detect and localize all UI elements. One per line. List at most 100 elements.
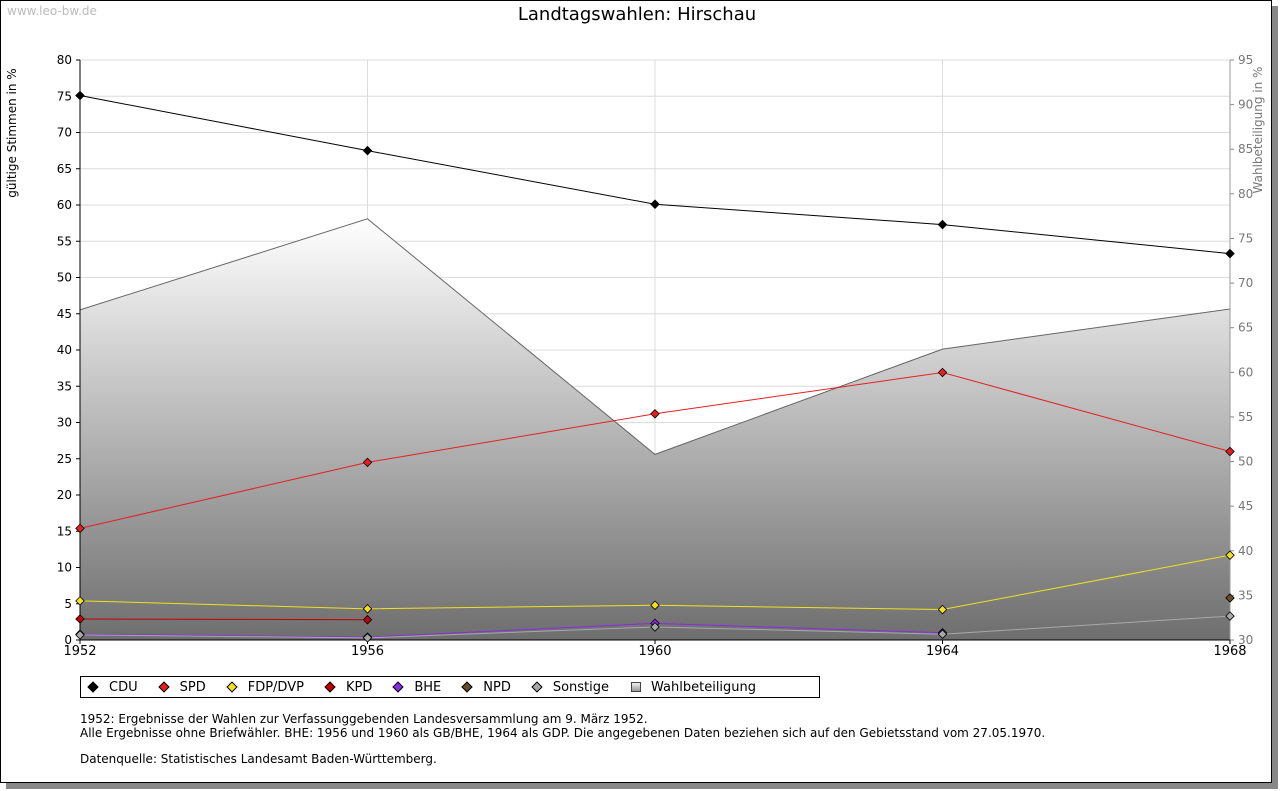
legend-swatch: [324, 681, 336, 693]
y-axis-label: gültige Stimmen in %: [5, 68, 19, 197]
y2-tick-label: 45: [1238, 499, 1253, 513]
legend-label: NPD: [483, 679, 511, 695]
legend-label: KPD: [345, 679, 373, 695]
y2-tick-label: 85: [1238, 142, 1253, 156]
legend-item-spd: SPD: [157, 679, 206, 695]
y-tick-label: 45: [57, 307, 72, 321]
y-tick-label: 30: [57, 416, 72, 430]
y-tick-label: 15: [57, 524, 72, 538]
y2-tick-label: 80: [1238, 187, 1253, 201]
data-point-cdu: [362, 145, 373, 156]
data-point-kpd: [75, 614, 85, 624]
data-point-cdu: [650, 199, 660, 210]
y-tick-label: 55: [57, 234, 72, 248]
tick-labels: 0 5 10 15 20 25 30 35 40 45 50 55 60 65 70 75 80 1952 1956…: [57, 53, 1254, 659]
y2-tick-label: 55: [1238, 410, 1253, 424]
data-point-sonstige: [650, 622, 660, 632]
data-point-npd: [1225, 593, 1235, 603]
data-point-cdu: [75, 90, 85, 101]
footnote-1: 1952: Ergebnisse der Wahlen zur Verfassu…: [80, 712, 648, 726]
data-point-cdu: [1225, 248, 1235, 259]
y2-tick-label: 35: [1238, 588, 1253, 602]
legend-item-cdu: CDU: [87, 679, 138, 695]
series-lines: [75, 90, 1235, 643]
footnote-2: Alle Ergebnisse ohne Briefwähler. BHE: 1…: [80, 726, 1046, 740]
axes: [76, 59, 1234, 644]
y-tick-label: 25: [57, 452, 72, 466]
y-tick-label: 50: [57, 271, 72, 285]
legend-label: FDP/DVP: [247, 679, 304, 695]
frame-shadow-right: [1272, 6, 1278, 789]
data-point-sonstige: [937, 629, 948, 639]
legend-label: BHE: [414, 679, 442, 695]
y-tick-label: 75: [57, 89, 72, 103]
y2-tick-label: 65: [1238, 321, 1253, 335]
x-tick-label: 1952: [63, 644, 96, 659]
legend-label: Sonstige: [552, 679, 610, 695]
y-tick-label: 60: [57, 198, 72, 212]
chart-svg: Landtagswahlen: Hirschau gültige Stimmen…: [5, 4, 1265, 659]
legend-label: SPD: [179, 679, 206, 695]
y2-tick-label: 30: [1238, 633, 1253, 647]
data-point-fdp-dvp: [937, 604, 948, 615]
y2-tick-label: 75: [1238, 231, 1253, 245]
legend-item-npd: NPD: [461, 679, 511, 695]
legend-swatch: [461, 681, 473, 693]
x-tick-label: 1956: [351, 644, 384, 659]
y2-tick-label: 50: [1238, 455, 1253, 469]
legend-swatch: [226, 681, 238, 693]
data-point-fdp-dvp: [650, 600, 660, 610]
legend: CDU SPD FDP/DVP KPD BHE NPD Sonstige Wahlbeteil…: [80, 676, 820, 698]
legend-swatch: [631, 682, 642, 692]
data-point-spd: [650, 409, 660, 419]
legend-item-fdp-dvp: FDP/DVP: [226, 679, 304, 695]
legend-swatch: [157, 681, 170, 693]
legend-swatch: [392, 681, 404, 693]
x-tick-label: 1964: [926, 644, 959, 659]
y2-tick-label: 70: [1238, 276, 1253, 290]
legend-item-sonstige: Sonstige: [531, 679, 610, 695]
footnote-source: Datenquelle: Statistisches Landesamt Bad…: [80, 752, 437, 766]
y-tick-label: 65: [57, 162, 72, 176]
series-line-bhe: [79, 622, 943, 638]
y-tick-label: 10: [57, 561, 72, 575]
legend-swatch: [531, 681, 543, 693]
turnout-area-outline: [79, 218, 1231, 455]
legend-label: CDU: [109, 679, 138, 695]
y2-tick-label: 60: [1238, 365, 1253, 379]
y-tick-label: 0: [64, 633, 72, 647]
data-point-spd: [937, 367, 948, 378]
chart-title: Landtagswahlen: Hirschau: [518, 4, 756, 25]
turnout-area-fill: [80, 218, 1230, 641]
data-point-sonstige: [1225, 611, 1235, 621]
data-point-spd: [1225, 446, 1235, 457]
data-point-fdp-dvp: [362, 604, 373, 614]
legend-item-wahlbeteiligung: Wahlbeteiligung: [631, 680, 756, 695]
legend-swatch: [87, 681, 99, 693]
data-point-sonstige: [362, 633, 373, 643]
series-line-kpd: [79, 618, 368, 621]
x-tick-label: 1960: [638, 644, 671, 659]
y2-tick-label: 95: [1238, 53, 1253, 67]
y-tick-label: 70: [57, 126, 72, 140]
turnout-area: [79, 218, 1231, 641]
legend-item-kpd: KPD: [324, 679, 373, 695]
legend-item-bhe: BHE: [392, 679, 442, 695]
y-tick-label: 20: [57, 488, 72, 502]
legend-label: Wahlbeteiligung: [651, 679, 757, 695]
x-tick-label: 1968: [1213, 644, 1246, 659]
data-point-fdp-dvp: [1225, 550, 1235, 560]
y-tick-label: 35: [57, 379, 72, 393]
y-tick-label: 80: [57, 53, 72, 67]
y2-tick-label: 40: [1238, 544, 1253, 558]
data-point-cdu: [937, 219, 948, 230]
data-point-kpd: [362, 614, 373, 625]
footnotes: 1952: Ergebnisse der Wahlen zur Verfassu…: [80, 712, 1045, 766]
frame-shadow-bottom: [6, 783, 1278, 789]
y-tick-label: 40: [57, 343, 72, 357]
y-tick-label: 5: [64, 597, 72, 611]
data-point-sonstige: [75, 630, 85, 640]
data-point-spd: [362, 457, 373, 468]
y2-axis-label: Wahlbeteiligung in %: [1251, 67, 1265, 194]
watermark: www.leo-bw.de: [7, 4, 97, 18]
